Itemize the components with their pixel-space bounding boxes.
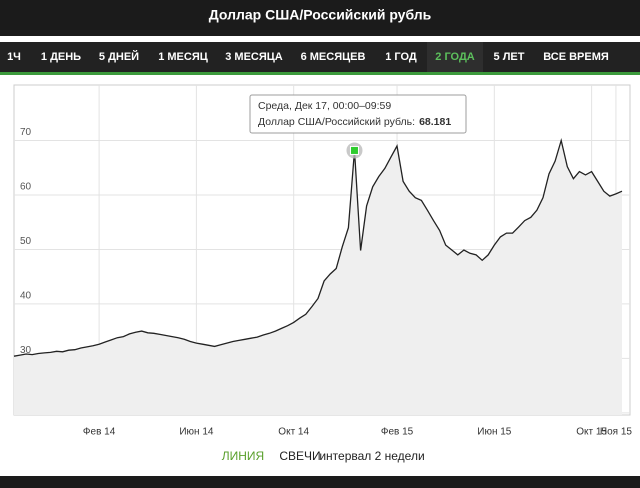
line-toggle[interactable]: ЛИНИЯ xyxy=(222,449,264,463)
candles-toggle[interactable]: СВЕЧИ xyxy=(279,449,320,463)
x-tick-label: Окт 15 xyxy=(576,427,607,438)
bottom-bar xyxy=(0,476,640,488)
tab[interactable]: 1 ГОД xyxy=(385,51,417,63)
tab-selected-bg xyxy=(427,42,483,72)
tab-bar xyxy=(0,42,640,72)
tooltip-date: Среда, Дек 17, 00:00–09:59 xyxy=(258,100,391,112)
x-tick-label: Окт 14 xyxy=(278,427,309,438)
x-tick-label: Ноя 15 xyxy=(600,427,633,438)
x-tick-label: Фев 15 xyxy=(381,427,414,438)
tooltip-label: Доллар США/Российский рубль: xyxy=(258,116,415,128)
tab[interactable]: 5 ДНЕЙ xyxy=(99,50,139,63)
hover-marker[interactable] xyxy=(349,145,359,155)
x-tick-label: Июн 14 xyxy=(179,427,214,438)
header-title: Доллар США/Российский рубль xyxy=(209,7,432,23)
tab[interactable]: 2 ГОДА xyxy=(435,51,475,63)
y-tick-label: 60 xyxy=(20,182,32,193)
area xyxy=(14,140,622,415)
y-tick-label: 70 xyxy=(20,127,32,138)
tab-underline xyxy=(0,72,640,75)
tooltip-line: Доллар США/Российский рубль: 68.181 xyxy=(258,116,451,128)
tab[interactable]: 1 МЕСЯЦ xyxy=(158,51,208,63)
tab[interactable]: ВСЕ ВРЕМЯ xyxy=(543,51,609,63)
line xyxy=(13,137,623,357)
footer: ЛИНИЯ СВЕЧИ интервал 2 недели xyxy=(222,449,425,463)
x-tick-label: Фев 14 xyxy=(83,427,116,438)
tabs: 1Ч 1 ДЕНЬ 5 ДНЕЙ 1 МЕСЯЦ 3 МЕСЯЦА 6 МЕСЯЦЕВ 1 … xyxy=(7,42,609,72)
header-bar xyxy=(0,0,640,36)
y-tick-label: 40 xyxy=(20,291,32,302)
x-tick-label: Июн 15 xyxy=(477,427,512,438)
tooltip-box xyxy=(249,94,467,134)
tab[interactable]: 1Ч xyxy=(7,51,21,63)
y-tick-label: 50 xyxy=(20,236,32,247)
tab[interactable]: 1 ДЕНЬ xyxy=(41,51,81,63)
tab[interactable]: 5 ЛЕТ xyxy=(494,51,525,63)
tab[interactable]: 3 МЕСЯЦА xyxy=(225,51,283,63)
tooltip-value: 68.181 xyxy=(419,116,451,128)
tab[interactable]: 6 МЕСЯЦЕВ xyxy=(301,51,366,63)
y-tick-label: 30 xyxy=(20,345,32,356)
interval-label: интервал 2 недели xyxy=(319,449,424,463)
